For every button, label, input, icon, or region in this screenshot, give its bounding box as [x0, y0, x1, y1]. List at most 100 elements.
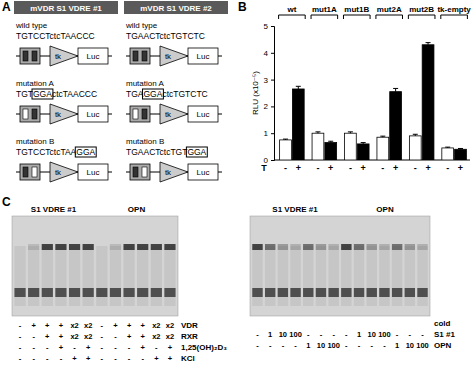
- treatment-label: -: [381, 163, 384, 173]
- vdre-box: [20, 106, 40, 122]
- tick: 5: [264, 22, 274, 31]
- half-site: [32, 109, 37, 119]
- lane-condition: -: [114, 343, 117, 352]
- promoter-triangle: [160, 104, 188, 124]
- tick-mark: [271, 80, 274, 81]
- error-bar: [296, 86, 301, 89]
- promoter-label: tk: [55, 168, 62, 177]
- sequence-part: TGA: [126, 89, 144, 99]
- treatment-label: +: [425, 163, 430, 173]
- lane-condition: 1: [268, 330, 272, 339]
- gel-background: [12, 216, 178, 316]
- lane-condition: -: [294, 341, 297, 350]
- shifted-band: [55, 244, 66, 250]
- lane-smear: [392, 246, 402, 306]
- shifted-band: [354, 244, 364, 250]
- lane-smear: [42, 246, 53, 306]
- lane-smear: [83, 246, 94, 306]
- vdre-box: [20, 48, 40, 64]
- free-probe-band: [28, 288, 39, 297]
- free-probe-band: [341, 288, 351, 297]
- lane-condition: -: [19, 354, 22, 363]
- error-cap: [393, 88, 398, 89]
- row-label: S1 #1: [434, 330, 455, 339]
- category-label: tk-empty: [437, 5, 471, 14]
- lane-smear: [252, 246, 262, 306]
- treatment-label: -: [316, 163, 319, 173]
- free-probe-band: [417, 288, 427, 297]
- category-label: mut1A: [312, 5, 337, 14]
- lane-condition: +: [154, 354, 159, 363]
- construct-label: wild type: [125, 21, 158, 30]
- half-site: [133, 167, 138, 177]
- sequence-part: GGA: [187, 147, 206, 157]
- lane-smear: [14, 246, 25, 306]
- bar: [390, 92, 402, 160]
- lane-condition: 10: [317, 341, 325, 350]
- lane-condition: -: [101, 321, 104, 330]
- category-label: mut1B: [344, 5, 369, 14]
- y-axis: 012345: [264, 22, 275, 165]
- free-probe-band: [265, 288, 275, 297]
- free-probe-band: [69, 288, 80, 297]
- lane-condition: -: [32, 332, 35, 341]
- group-bracket: [408, 15, 435, 19]
- free-probe-band: [96, 288, 107, 297]
- lane-smear: [137, 246, 148, 306]
- error-cap: [296, 86, 301, 87]
- lane-smear: [164, 246, 175, 306]
- promoter-triangle: [160, 162, 188, 182]
- lane-condition: -: [269, 341, 272, 350]
- lane-condition: +: [59, 332, 64, 341]
- bar: [325, 143, 337, 160]
- column-title: mVDR S1 VDRE #2: [140, 4, 212, 13]
- lane-condition: 100: [378, 330, 391, 339]
- treatment-label: +: [361, 163, 366, 173]
- promoter-triangle: [50, 162, 78, 182]
- column-header-box: [124, 1, 228, 14]
- lane-condition: +: [59, 343, 64, 352]
- bar: [312, 133, 324, 160]
- shifted-band: [151, 244, 162, 250]
- shifted-band: [110, 244, 121, 250]
- half-site: [32, 167, 37, 177]
- error-bar: [348, 132, 353, 133]
- lane-smear: [367, 246, 377, 306]
- tick-label: 3: [264, 76, 269, 85]
- reporter-label: Luc: [197, 52, 210, 61]
- bar: [357, 144, 369, 160]
- lane-condition: -: [114, 354, 117, 363]
- panel-a: AmVDR S1 VDRE #1wild typeTGTCCTctcTAACCC…: [2, 0, 228, 182]
- lane-condition: -: [46, 343, 49, 352]
- bar: [409, 136, 421, 160]
- lane-condition: -: [19, 332, 22, 341]
- panel-letter: C: [2, 195, 11, 209]
- reporter-box: [188, 164, 218, 180]
- construct-label: mutation B: [16, 137, 54, 146]
- error-bar: [393, 88, 398, 91]
- tick: 3: [264, 76, 274, 85]
- lane-condition: -: [101, 343, 104, 352]
- sequence-part: TGAACTctcTGTCTC: [126, 31, 205, 41]
- bar: [292, 89, 304, 160]
- lane-condition: +: [113, 321, 118, 330]
- lane-condition: +: [168, 354, 173, 363]
- shifted-band: [252, 244, 262, 250]
- lane-condition: -: [409, 330, 412, 339]
- row-label: VDR: [181, 321, 198, 330]
- bar: [345, 133, 357, 160]
- lane-smear: [69, 246, 80, 306]
- lane-condition: -: [155, 343, 158, 352]
- lane-condition: +: [127, 332, 132, 341]
- free-probe-band: [328, 288, 338, 297]
- tick-mark: [271, 53, 274, 54]
- treatment-label: +: [458, 163, 463, 173]
- half-site: [23, 109, 28, 119]
- gel: [250, 216, 430, 316]
- lane-smear: [278, 246, 288, 306]
- lane-condition: -: [101, 332, 104, 341]
- lane-condition: -: [60, 354, 63, 363]
- half-site: [23, 51, 28, 61]
- axis-title: RLU (x10⁻⁵): [251, 71, 260, 115]
- construct-column: mVDR S1 VDRE #2wild typeTGAACTctcTGTCTCt…: [124, 1, 228, 182]
